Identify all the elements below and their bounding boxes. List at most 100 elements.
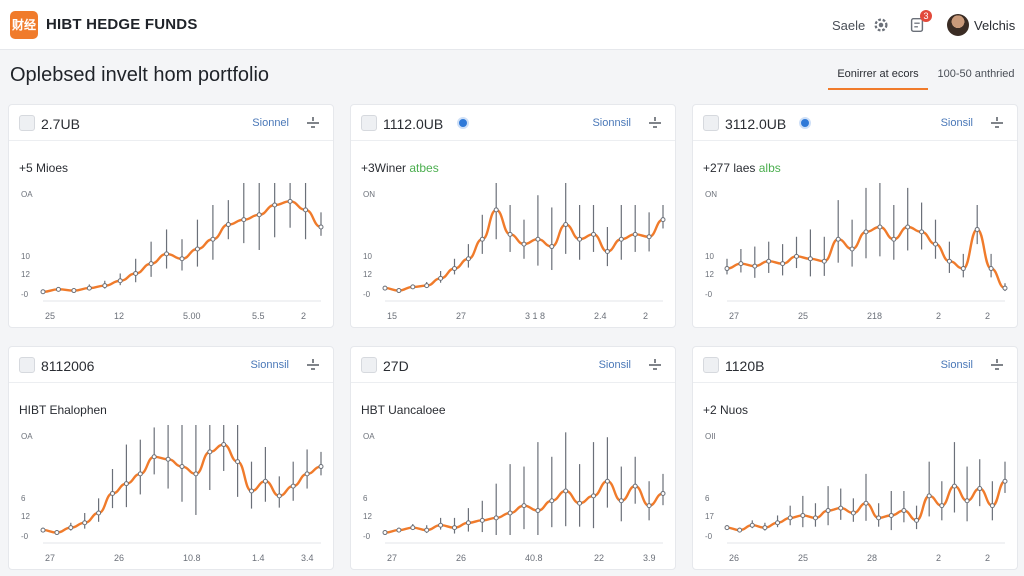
data-point[interactable] xyxy=(272,202,278,208)
data-point[interactable] xyxy=(225,222,231,228)
data-point[interactable] xyxy=(210,236,216,242)
card-action-link[interactable]: Sionnsil xyxy=(592,117,631,129)
data-point[interactable] xyxy=(82,520,88,526)
data-point[interactable] xyxy=(438,275,444,281)
data-point[interactable] xyxy=(946,258,952,264)
data-point[interactable] xyxy=(563,222,569,228)
data-point[interactable] xyxy=(618,498,624,504)
data-point[interactable] xyxy=(632,483,638,489)
line-chart[interactable]: ON 10 12 -0 15 27 3 1 8 2.4 2 xyxy=(351,141,677,329)
data-point[interactable] xyxy=(493,207,499,213)
data-point[interactable] xyxy=(577,236,583,242)
data-point[interactable] xyxy=(646,503,652,509)
app-logo[interactable]: 财经 xyxy=(10,11,38,39)
data-point[interactable] xyxy=(838,505,844,511)
data-point[interactable] xyxy=(276,493,282,499)
card-action-link[interactable]: Sionsil xyxy=(940,117,973,129)
data-point[interactable] xyxy=(86,285,92,291)
data-point[interactable] xyxy=(964,498,970,504)
data-point[interactable] xyxy=(891,236,897,242)
data-point[interactable] xyxy=(479,517,485,523)
data-point[interactable] xyxy=(835,236,841,242)
filter-icon[interactable] xyxy=(647,115,663,131)
card-action-link[interactable]: Sionsil xyxy=(940,359,973,371)
data-point[interactable] xyxy=(410,525,416,531)
data-point[interactable] xyxy=(762,525,768,531)
data-point[interactable] xyxy=(382,530,388,536)
data-point[interactable] xyxy=(410,284,416,290)
data-point[interactable] xyxy=(194,246,200,252)
line-chart[interactable]: ON 10 12 -0 27 25 218 2 2 xyxy=(693,141,1019,329)
avatar[interactable] xyxy=(947,14,969,36)
data-point[interactable] xyxy=(807,256,813,262)
data-point[interactable] xyxy=(724,525,730,531)
data-point[interactable] xyxy=(988,266,994,272)
line-chart[interactable]: OA 6 12 -0 27 26 40.8 22 3.9 xyxy=(351,383,677,571)
data-point[interactable] xyxy=(646,234,652,240)
data-point[interactable] xyxy=(737,527,743,533)
data-point[interactable] xyxy=(54,530,60,536)
data-point[interactable] xyxy=(604,248,610,254)
data-point[interactable] xyxy=(849,246,855,252)
data-point[interactable] xyxy=(179,256,185,262)
data-point[interactable] xyxy=(977,486,983,492)
data-point[interactable] xyxy=(465,256,471,262)
notification-icon[interactable] xyxy=(908,16,926,34)
data-point[interactable] xyxy=(632,231,638,237)
data-point[interactable] xyxy=(901,508,907,514)
data-point[interactable] xyxy=(724,266,730,272)
data-point[interactable] xyxy=(71,288,77,294)
data-point[interactable] xyxy=(452,525,457,531)
data-point[interactable] xyxy=(179,464,185,470)
data-point[interactable] xyxy=(465,520,471,526)
data-point[interactable] xyxy=(1002,478,1008,484)
data-point[interactable] xyxy=(493,515,499,521)
data-point[interactable] xyxy=(618,236,624,242)
data-point[interactable] xyxy=(535,508,541,514)
data-point[interactable] xyxy=(863,229,869,235)
filter-icon[interactable] xyxy=(989,357,1005,373)
data-point[interactable] xyxy=(888,512,894,518)
data-point[interactable] xyxy=(521,241,527,247)
data-point[interactable] xyxy=(40,527,46,533)
data-point[interactable] xyxy=(766,258,772,264)
data-point[interactable] xyxy=(960,266,966,272)
data-point[interactable] xyxy=(914,517,920,523)
data-point[interactable] xyxy=(794,253,799,259)
data-point[interactable] xyxy=(68,525,74,531)
data-point[interactable] xyxy=(290,483,296,489)
data-point[interactable] xyxy=(164,251,170,257)
data-point[interactable] xyxy=(919,229,925,235)
data-point[interactable] xyxy=(850,510,856,516)
data-point[interactable] xyxy=(110,490,115,496)
data-point[interactable] xyxy=(123,481,129,487)
data-point[interactable] xyxy=(424,527,430,533)
data-point[interactable] xyxy=(521,503,527,509)
data-point[interactable] xyxy=(989,503,995,509)
data-point[interactable] xyxy=(591,231,596,237)
data-point[interactable] xyxy=(507,231,513,237)
card-action-link[interactable]: Sionnel xyxy=(252,117,289,129)
data-point[interactable] xyxy=(133,270,139,276)
data-point[interactable] xyxy=(604,478,610,484)
nav-link[interactable]: Saele xyxy=(832,18,866,33)
user-name[interactable]: Velchis xyxy=(974,18,1016,33)
data-point[interactable] xyxy=(563,488,569,494)
data-point[interactable] xyxy=(165,456,171,462)
data-point[interactable] xyxy=(775,520,781,526)
data-point[interactable] xyxy=(738,261,744,267)
data-point[interactable] xyxy=(318,464,324,470)
info-icon[interactable] xyxy=(457,117,469,129)
data-point[interactable] xyxy=(780,261,786,267)
data-point[interactable] xyxy=(262,478,268,484)
data-point[interactable] xyxy=(800,512,806,518)
data-point[interactable] xyxy=(249,488,254,494)
card-action-link[interactable]: Sionsil xyxy=(598,359,631,371)
data-point[interactable] xyxy=(96,510,102,516)
data-point[interactable] xyxy=(787,515,793,521)
data-point[interactable] xyxy=(256,212,262,218)
data-point[interactable] xyxy=(40,289,46,295)
data-point[interactable] xyxy=(303,207,309,213)
info-icon[interactable] xyxy=(799,117,811,129)
data-point[interactable] xyxy=(424,283,430,289)
